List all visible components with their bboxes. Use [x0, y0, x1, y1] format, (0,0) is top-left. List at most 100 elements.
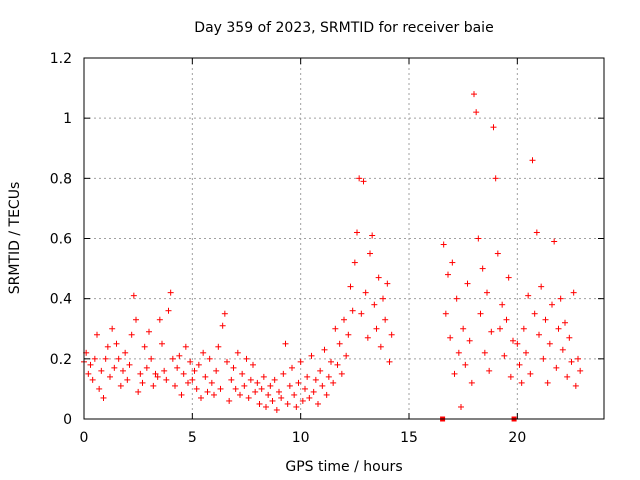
data-point	[525, 292, 532, 299]
data-point	[150, 382, 157, 389]
data-point	[304, 373, 311, 380]
data-point	[375, 274, 382, 281]
data-point	[219, 322, 226, 329]
data-point	[317, 367, 324, 374]
data-point	[211, 391, 217, 398]
data-point	[104, 343, 111, 350]
data-point	[312, 376, 319, 383]
data-point	[87, 361, 94, 368]
data-point	[113, 340, 120, 347]
y-axis-label: SRMTID / TECUs	[7, 182, 23, 295]
data-point	[189, 376, 196, 383]
data-point	[336, 340, 343, 347]
data-point	[167, 289, 174, 296]
data-point	[369, 232, 376, 239]
data-point	[230, 364, 237, 371]
data-point	[241, 382, 248, 389]
y-tick-label: 0.2	[50, 352, 72, 368]
x-tick-label: 0	[80, 430, 89, 446]
data-point	[360, 178, 367, 185]
data-point	[549, 301, 555, 308]
data-point	[198, 394, 204, 401]
data-points	[81, 91, 584, 422]
data-point	[371, 301, 378, 308]
data-point	[553, 364, 560, 371]
data-point	[133, 316, 139, 323]
data-point	[481, 349, 488, 356]
data-point	[338, 370, 345, 377]
data-point	[494, 250, 501, 257]
data-point	[479, 265, 486, 272]
data-point	[226, 397, 233, 404]
data-point	[100, 394, 107, 401]
data-point	[94, 331, 100, 338]
data-point	[191, 367, 198, 374]
data-point	[564, 373, 571, 380]
data-point	[384, 280, 391, 287]
data-point	[98, 367, 105, 374]
data-point	[174, 364, 181, 371]
x-tick-label: 15	[400, 430, 418, 446]
data-point	[449, 259, 456, 266]
y-tick-label: 0.4	[50, 292, 72, 308]
y-tick-label: 1	[63, 111, 72, 127]
x-axis-label: GPS time / hours	[285, 459, 402, 475]
data-point	[523, 349, 529, 356]
data-point	[542, 316, 549, 323]
data-point	[187, 358, 194, 365]
data-point	[358, 310, 365, 317]
data-point	[137, 370, 144, 377]
data-point	[280, 370, 287, 377]
data-point	[200, 349, 207, 356]
data-point	[245, 394, 252, 401]
data-point	[499, 301, 506, 308]
data-point	[141, 343, 148, 350]
data-point	[501, 352, 508, 359]
data-point	[91, 355, 98, 362]
data-point	[349, 307, 356, 314]
data-point	[330, 379, 337, 386]
x-tick-label: 20	[508, 430, 526, 446]
plot-frame	[83, 57, 605, 420]
data-point	[354, 229, 360, 236]
data-point	[533, 229, 540, 236]
data-point	[202, 373, 209, 380]
data-point	[256, 400, 263, 407]
data-point	[122, 349, 129, 356]
grid-lines	[84, 58, 604, 419]
data-point	[126, 361, 133, 368]
data-point	[273, 406, 280, 413]
data-point	[442, 310, 449, 317]
data-point	[146, 328, 152, 335]
data-point	[492, 175, 499, 182]
data-point	[135, 388, 142, 395]
data-point	[343, 352, 350, 359]
data-point	[562, 319, 568, 326]
data-point	[193, 385, 200, 392]
data-point	[516, 361, 523, 368]
data-point	[215, 343, 222, 350]
data-point	[260, 373, 267, 380]
data-point	[380, 295, 386, 302]
data-point	[345, 331, 352, 338]
data-point	[321, 346, 328, 353]
data-point	[143, 364, 150, 371]
data-point	[291, 391, 298, 398]
data-point	[575, 355, 581, 362]
data-point	[111, 364, 118, 371]
data-point	[128, 331, 135, 338]
data-point	[267, 382, 274, 389]
data-point	[566, 334, 573, 341]
data-point	[263, 403, 269, 410]
data-point	[308, 352, 315, 359]
data-point	[96, 385, 103, 392]
data-point	[154, 373, 161, 380]
data-point	[559, 346, 566, 353]
data-point	[217, 385, 224, 392]
data-point	[265, 391, 272, 398]
data-point	[269, 397, 276, 404]
data-point	[477, 310, 484, 317]
data-point	[165, 307, 172, 314]
data-point	[182, 343, 189, 350]
